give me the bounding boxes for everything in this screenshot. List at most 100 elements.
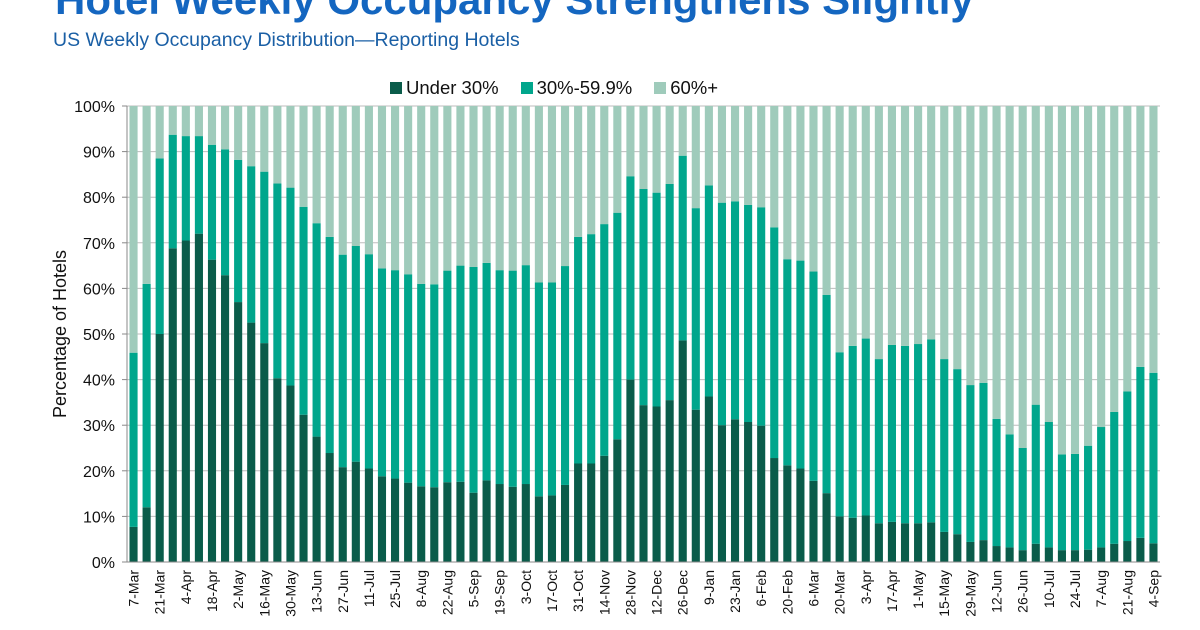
bar-segment-30-60 xyxy=(404,274,413,483)
bar-segment-under-30 xyxy=(678,340,687,562)
bar-segment-under-30 xyxy=(665,400,674,562)
bar-segment-under-30 xyxy=(338,467,347,562)
bar-segment-60-plus xyxy=(770,106,779,228)
bar-segment-30-60 xyxy=(1057,454,1066,551)
bar-segment-30-60 xyxy=(547,282,557,496)
bar-segment-60-plus xyxy=(469,106,478,267)
x-tick-label: 17-Apr xyxy=(884,570,900,612)
axes: 0% 10% 20% 30% 40% 50% 60% 70% 80% 90% 100% 7-Mar 21… xyxy=(74,99,1161,617)
x-tick-label: 14-Nov xyxy=(596,570,612,615)
bar-segment-under-30 xyxy=(783,465,792,562)
x-tick-label: 17-Oct xyxy=(544,570,560,612)
bar-segment-under-30 xyxy=(221,275,230,562)
bar-segment-60-plus xyxy=(364,106,373,255)
x-tick-label: 21-Aug xyxy=(1119,570,1135,615)
legend-item-60-plus: 60%+ xyxy=(654,77,718,99)
bar-segment-60-plus xyxy=(129,106,138,353)
x-tick-label: 9-Jan xyxy=(701,570,717,605)
y-tick-label: 70% xyxy=(83,236,115,253)
bar-segment-30-60 xyxy=(1044,422,1053,548)
bar-segment-30-60 xyxy=(430,284,439,488)
bar-segment-under-30 xyxy=(809,480,818,562)
bar-segment-under-30 xyxy=(730,419,740,562)
bar-segment-under-30 xyxy=(992,546,1001,562)
bar-segment-60-plus xyxy=(665,106,674,184)
bar-segment-30-60 xyxy=(1005,434,1014,548)
bar-segment-60-plus xyxy=(600,106,609,225)
bar-segment-under-30 xyxy=(482,480,491,562)
bar-segment-under-30 xyxy=(966,541,975,562)
bar-segment-under-30 xyxy=(234,302,243,562)
bar-segment-60-plus xyxy=(221,106,230,150)
bar-segment-60-plus xyxy=(260,106,269,172)
bar-segment-60-plus xyxy=(796,106,805,261)
bar-segment-30-60 xyxy=(822,294,831,494)
chart-subtitle: US Weekly Occupancy Distribution—Reporti… xyxy=(53,29,520,51)
bar-segment-30-60 xyxy=(691,208,700,410)
legend-label: Under 30% xyxy=(406,77,499,98)
x-tick-label: 28-Nov xyxy=(622,570,638,615)
bar-segment-30-60 xyxy=(142,283,151,508)
bar-segment-30-60 xyxy=(482,262,491,481)
bar-segment-under-30 xyxy=(391,478,400,562)
x-tick-label: 24-Jul xyxy=(1067,570,1083,608)
bar-segment-30-60 xyxy=(966,385,975,542)
bar-segment-30-60 xyxy=(1084,445,1093,550)
bar-segment-30-60 xyxy=(992,418,1001,547)
bar-segment-60-plus xyxy=(900,106,910,346)
bar-segment-30-60 xyxy=(770,227,779,459)
bar-segment-under-30 xyxy=(1136,537,1145,562)
bar-segment-60-plus xyxy=(613,106,622,213)
bar-segment-30-60 xyxy=(443,270,452,483)
bar-segment-under-30 xyxy=(744,422,753,562)
x-tick-label: 20-Mar xyxy=(832,570,848,615)
bar-segment-60-plus xyxy=(273,106,282,184)
bar-segment-60-plus xyxy=(574,106,583,237)
bar-segment-30-60 xyxy=(900,345,910,524)
bar-segment-60-plus xyxy=(560,106,570,267)
y-tick-label: 100% xyxy=(74,99,115,116)
x-tick-label: 31-Oct xyxy=(570,570,586,612)
bar-segment-under-30 xyxy=(613,439,622,562)
bar-segment-60-plus xyxy=(887,106,896,345)
bar-segment-30-60 xyxy=(181,136,190,241)
bar-segment-60-plus xyxy=(678,106,687,156)
bar-segment-60-plus xyxy=(521,106,530,266)
bar-segment-60-plus xyxy=(391,106,400,271)
bar-segment-30-60 xyxy=(887,344,896,522)
x-tick-label: 26-Jun xyxy=(1015,570,1031,613)
y-axis-label: Percentage of Hotels xyxy=(50,250,70,418)
bar-segment-30-60 xyxy=(560,266,570,485)
bar-segment-under-30 xyxy=(404,482,413,562)
x-tick-label: 18-Apr xyxy=(204,570,220,612)
bar-segment-60-plus xyxy=(691,106,700,209)
bar-segment-60-plus xyxy=(1031,106,1040,405)
bar-segment-under-30 xyxy=(626,379,635,562)
y-tick-label: 50% xyxy=(83,327,115,344)
bar-segment-under-30 xyxy=(796,468,805,562)
x-tick-label: 27-Jun xyxy=(335,570,351,613)
bar-segment-60-plus xyxy=(312,106,321,224)
x-tick-label: 7-Aug xyxy=(1093,570,1109,607)
bar-segment-60-plus xyxy=(966,106,975,386)
x-tick-label: 6-Feb xyxy=(753,570,769,607)
bar-segment-60-plus xyxy=(587,106,596,235)
bar-segment-30-60 xyxy=(351,245,360,462)
bar-segment-30-60 xyxy=(874,359,883,524)
bar-segment-30-60 xyxy=(312,223,321,437)
bar-segment-60-plus xyxy=(299,106,308,207)
bar-segment-under-30 xyxy=(861,515,870,562)
bar-segment-30-60 xyxy=(221,149,230,276)
x-tick-label: 30-May xyxy=(282,570,298,617)
y-tick-label: 20% xyxy=(83,464,115,481)
bar-segment-under-30 xyxy=(600,455,609,562)
bar-segment-30-60 xyxy=(168,134,177,249)
bar-segment-60-plus xyxy=(652,106,661,193)
bar-segment-60-plus xyxy=(1123,106,1132,392)
bar-segment-under-30 xyxy=(430,487,439,562)
bar-segment-30-60 xyxy=(286,187,295,386)
bar-segment-60-plus xyxy=(194,106,203,137)
y-tick-label: 90% xyxy=(83,145,115,162)
bar-segment-60-plus xyxy=(822,106,831,295)
